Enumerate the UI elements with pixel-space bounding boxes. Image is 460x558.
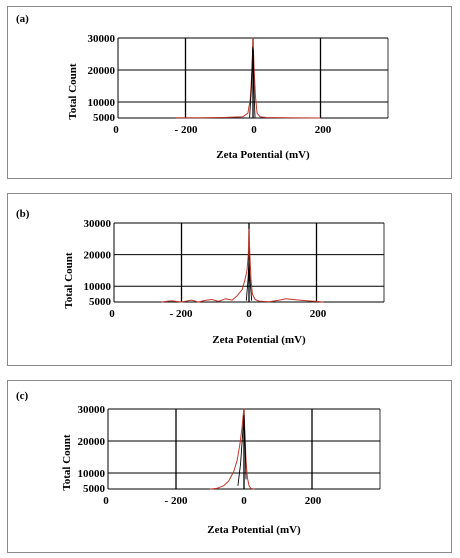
panel-label-a: (a) xyxy=(16,13,29,25)
y-axis-label-b: Total Count xyxy=(63,252,75,308)
x-tick-label-c-1: - 200 xyxy=(165,495,188,507)
x-tick-label-c-2: 0 xyxy=(241,495,247,507)
x-axis-label-a: Zeta Potential (mV) xyxy=(216,149,310,161)
y-tick-label-a-3: 5000 xyxy=(93,112,116,124)
x-tick-label-a-1: - 200 xyxy=(175,124,198,136)
series-line-c-0 xyxy=(209,408,255,490)
y-tick-label-a-1: 20000 xyxy=(88,65,116,77)
x-tick-label-a-0: 0 xyxy=(113,124,119,136)
y-tick-label-b-3: 5000 xyxy=(89,296,112,308)
y-tick-label-c-1: 20000 xyxy=(78,436,106,448)
x-axis-label-b: Zeta Potential (mV) xyxy=(212,334,306,346)
chart-panel-c: (c) 30000 20000 10000 5000 0- 200 0 200 Zeta Pot… xyxy=(7,380,452,553)
panel-label-c: (c) xyxy=(16,390,29,402)
y-tick-label-b-1: 20000 xyxy=(84,250,112,262)
x-tick-label-b-1: - 200 xyxy=(170,308,193,320)
series-line-c-1 xyxy=(237,414,247,486)
y-tick-label-a-0: 30000 xyxy=(88,33,116,45)
x-tick-label-c-3: 200 xyxy=(305,495,322,507)
series-line-a-0 xyxy=(175,37,321,119)
chart-panel-a: (a) 30000 20000 10000 5000 0- 200 0 200 Zeta Pot… xyxy=(7,6,452,179)
y-tick-label-c-0: 30000 xyxy=(78,404,106,416)
y-tick-label-a-2: 10000 xyxy=(88,97,116,109)
y-tick-label-b-0: 30000 xyxy=(84,218,112,230)
y-axis-label-c: Total Count xyxy=(61,434,73,490)
series-line-a-1 xyxy=(249,47,256,118)
x-tick-label-c-0: 0 xyxy=(103,495,109,507)
x-tick-label-a-3: 200 xyxy=(315,124,332,136)
panel-label-b: (b) xyxy=(16,208,30,220)
y-axis-label-a: Total Count xyxy=(67,63,79,119)
x-tick-label-b-2: 0 xyxy=(246,308,252,320)
series-line-b-1 xyxy=(245,260,253,301)
series-line-b-0 xyxy=(161,228,324,303)
x-tick-label-b-0: 0 xyxy=(109,308,115,320)
y-tick-label-b-2: 10000 xyxy=(84,281,112,293)
y-tick-label-c-2: 10000 xyxy=(78,468,106,480)
chart-panel-b: (b) 30000 20000 10000 5000 0- 200 0 200 Zeta Pot… xyxy=(7,193,452,366)
x-tick-label-a-2: 0 xyxy=(251,124,257,136)
y-tick-label-c-3: 5000 xyxy=(83,483,106,495)
x-axis-label-c: Zeta Potential (mV) xyxy=(207,524,301,536)
x-tick-label-b-3: 200 xyxy=(310,308,327,320)
